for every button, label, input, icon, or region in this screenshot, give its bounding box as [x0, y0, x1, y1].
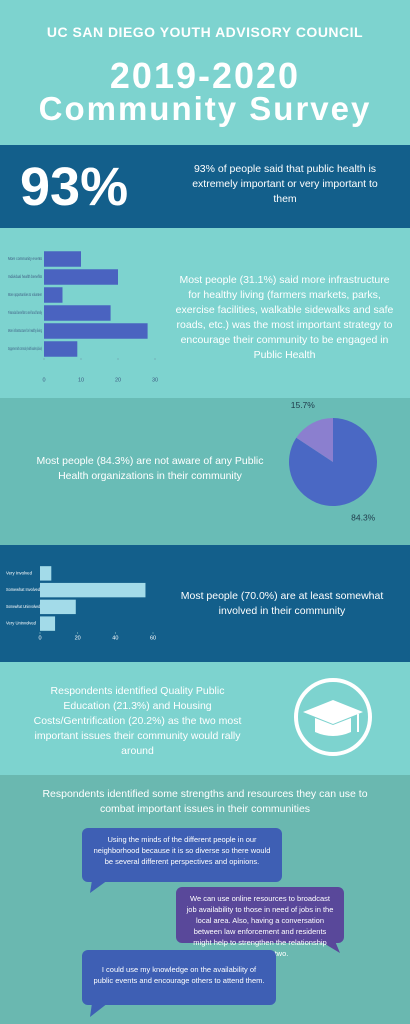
x-tick-label: 60	[150, 635, 156, 641]
pie-slice	[288, 418, 377, 506]
x-tick-label: 40	[112, 635, 118, 641]
bar	[44, 305, 111, 321]
bar	[44, 251, 81, 267]
y-tick-label: Very Involved	[6, 570, 33, 575]
y-tick-label: More community events	[8, 256, 42, 261]
bar-chart: 0 10 20 30 More community events Individual h…	[8, 251, 158, 383]
x-tick-label: 20	[115, 377, 121, 383]
x-tick-label: 10	[78, 377, 84, 383]
data-label: 15.7%	[291, 400, 316, 410]
bar	[44, 323, 148, 339]
stat-value: 93%	[20, 157, 129, 217]
bar	[44, 341, 78, 357]
org-name: UC SAN DIEGO YOUTH ADVISORY COUNCIL	[46, 24, 364, 40]
title: 2019-2020	[109, 55, 301, 96]
bar	[44, 287, 63, 303]
infrastructure-text: Most people (31.1%) said more infrastruc…	[175, 274, 394, 361]
stat-text: 93% of people said that public health is…	[192, 163, 378, 205]
infrastructure-section: 0 10 20 30 More community events Individual h…	[0, 228, 410, 398]
pie-slice	[296, 418, 333, 462]
bar	[40, 582, 146, 598]
quote-bubble: Using the minds of the different people …	[82, 828, 282, 882]
y-tick-label: More infrastructure for healthy living	[8, 328, 42, 333]
data-label: 84.3%	[351, 512, 376, 522]
bar	[40, 599, 76, 615]
y-tick-label: More opportunities to volunteer	[8, 292, 42, 297]
awareness-text: Most people (84.3%) are not aware of any…	[36, 455, 264, 482]
involvement-text: Most people (70.0%) are at least somewha…	[180, 590, 384, 617]
bar	[40, 616, 56, 631]
x-tick-label: 0	[42, 377, 45, 383]
issues-text: Respondents identified Quality Public Ed…	[33, 685, 242, 757]
strengths-section: Respondents identified some strengths an…	[0, 775, 410, 1024]
x-tick-label: 30	[152, 377, 158, 383]
quote-bubble: We can use online resources to broadcast…	[176, 887, 344, 958]
bar	[40, 566, 52, 581]
involvement-section: 0 20 40 60 Very Involved Somewhat Involved Som…	[0, 545, 410, 662]
graduation-icon	[294, 678, 372, 756]
stat-section: 93% 93% of people said that public healt…	[0, 145, 410, 228]
strengths-heading: Respondents identified some strengths an…	[42, 788, 368, 815]
y-tick-label: Individual health benefits	[8, 274, 42, 279]
header: UC SAN DIEGO YOUTH ADVISORY COUNCIL 2019…	[0, 0, 410, 145]
awareness-section: 84.3% 15.7% Most people (84.3%) are not a…	[0, 398, 410, 545]
y-tick-label: Engagement with community health leaders…	[8, 346, 42, 351]
bubble-tails	[90, 880, 340, 1017]
subtitle: Community Survey	[38, 90, 372, 127]
quote-bubble: I could use my knowledge on the availabi…	[82, 950, 276, 1005]
issues-section: Respondents identified Quality Public Ed…	[0, 662, 410, 775]
y-tick-label: Somewhat Involved	[6, 587, 41, 592]
y-tick-label: Very Uninvolved	[6, 621, 37, 626]
bar-chart: 0 20 40 60 Very Involved Somewhat Involved Som…	[6, 566, 156, 641]
y-tick-label: Somewhat Uninvolved	[6, 604, 41, 609]
x-tick-label: 0	[38, 635, 41, 641]
pie-chart: 84.3% 15.7%	[288, 400, 377, 522]
y-tick-label: Financial benefits to self and family	[8, 310, 42, 315]
x-tick-label: 20	[75, 635, 81, 641]
bar	[44, 269, 118, 285]
